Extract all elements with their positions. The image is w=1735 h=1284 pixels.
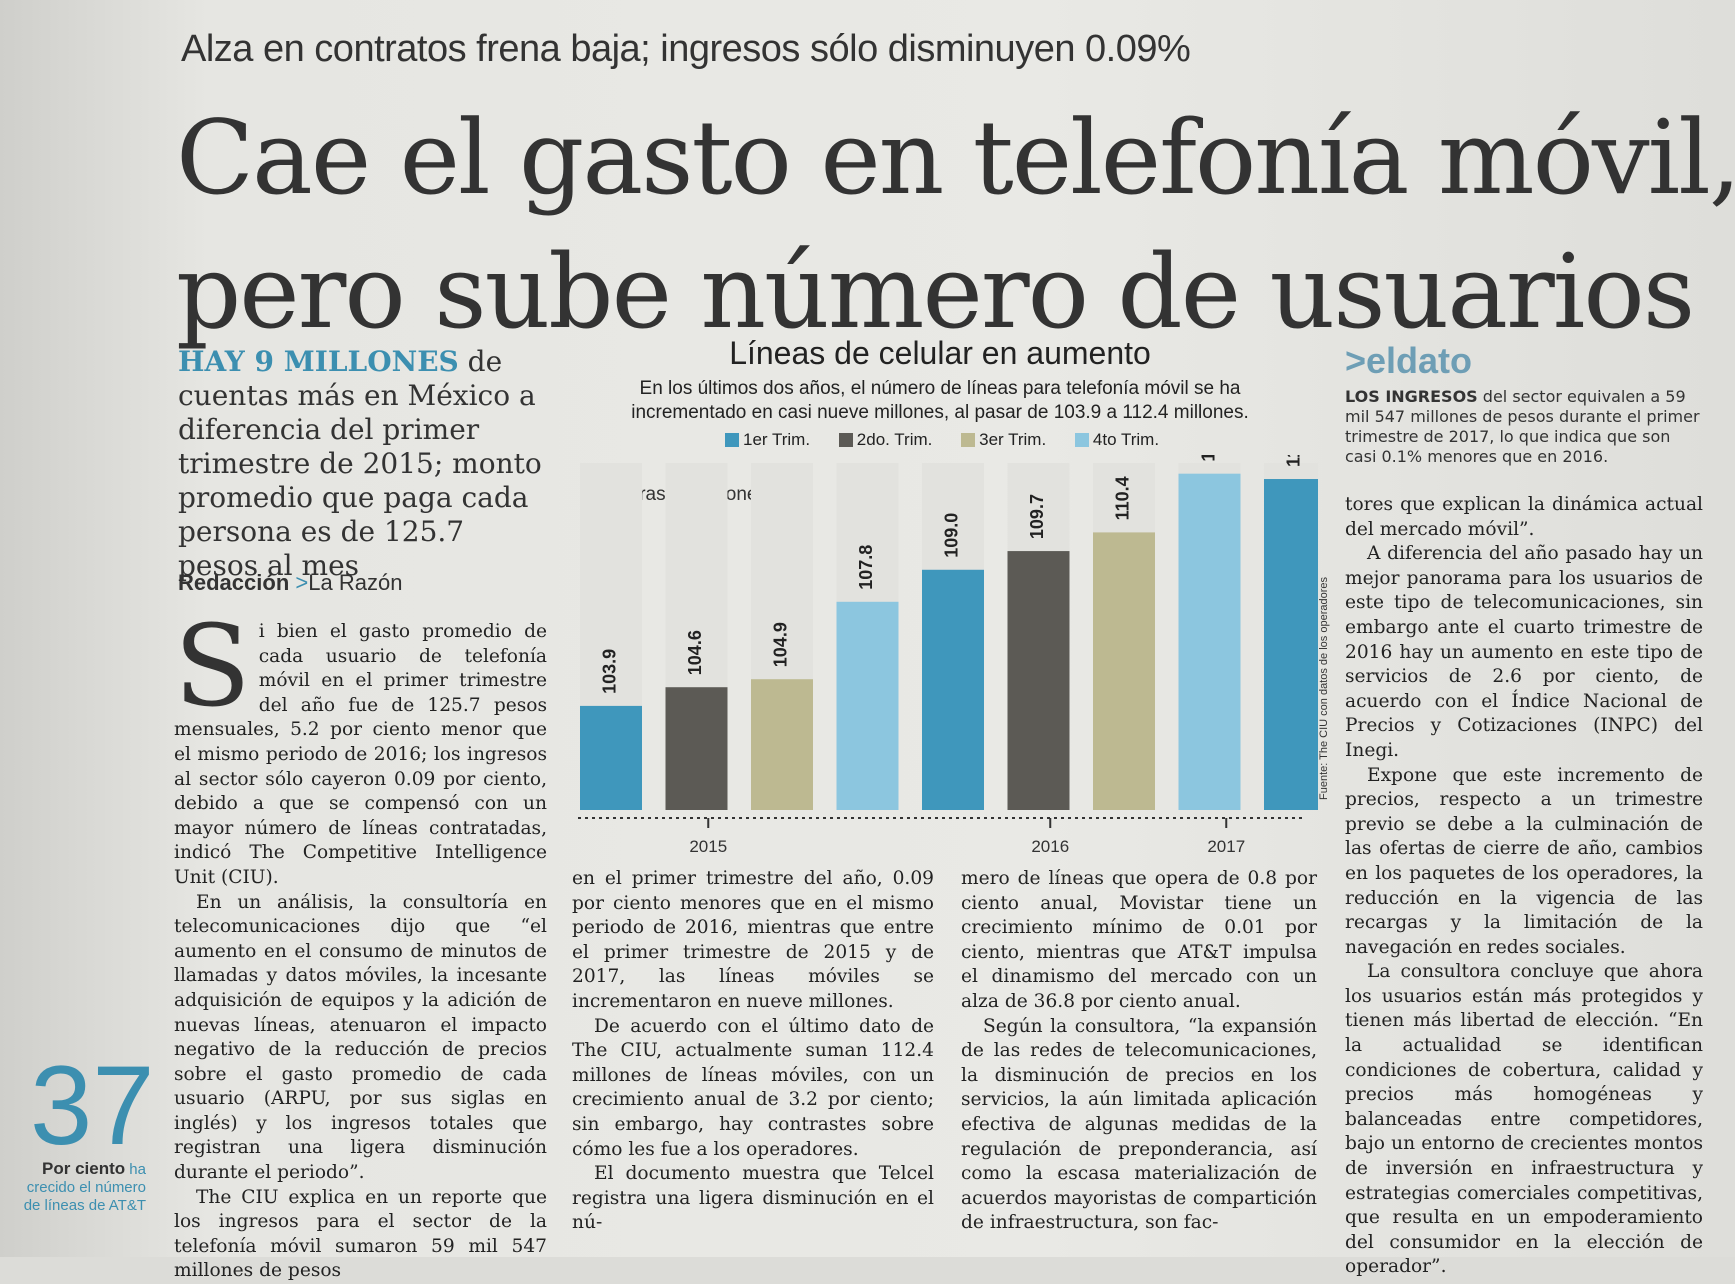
bar-chart: Cifras en millones103.9104.6104.9107.810…	[578, 455, 1318, 855]
bar	[1178, 473, 1241, 810]
bar-value-label: 112.4	[1284, 455, 1304, 467]
bar-value-label: 109.0	[942, 513, 962, 558]
legend-item: 3er Trim.	[961, 430, 1046, 450]
drop-cap: S	[174, 602, 251, 732]
chart-source: Fuente: The CIU con datos de los operado…	[1318, 577, 1330, 800]
byline-separator: >	[295, 570, 309, 595]
byline: Redacción >La Razón	[178, 570, 402, 596]
eldato-text: LOS INGRESOS del sector equivalen a 59 m…	[1345, 387, 1700, 466]
bar-value-label: 104.6	[685, 630, 705, 675]
dek: HAY 9 MILLONES de cuentas más en México …	[178, 345, 550, 583]
chart-title: Líneas de celular en aumento	[729, 335, 1151, 371]
bar	[751, 679, 813, 810]
eldato-heading: >eldato	[1345, 340, 1473, 381]
stat-caption: Por ciento ha crecido el número de línea…	[6, 1160, 146, 1215]
paragraph: tores que explican la dinámica actual de…	[1345, 494, 1703, 540]
legend-item: 4to Trim.	[1074, 430, 1159, 450]
byline-author: Redacción	[178, 570, 290, 595]
paragraph: A diferencia del año pasado hay un mejor…	[1345, 543, 1703, 761]
headline: Cae el gasto en telefonía móvil, pero su…	[176, 92, 1735, 360]
bar	[1264, 479, 1318, 810]
year-label: 2015	[689, 837, 727, 855]
legend-item: 2do. Trim.	[838, 430, 932, 450]
bar	[665, 687, 728, 810]
paragraph: The CIU explica en un reporte que los in…	[174, 1186, 547, 1282]
paragraph: Según la consultora, “la expansión de la…	[961, 1015, 1317, 1234]
bar	[1007, 551, 1070, 810]
paragraph: mero de líneas que opera de 0.8 por cien…	[961, 868, 1317, 1012]
paragraph: El documento muestra que Telcel registra…	[572, 1163, 934, 1234]
chart-subtitle: En los últimos dos años, el número de lí…	[631, 378, 1249, 423]
byline-outlet: La Razón	[308, 570, 403, 595]
bar-value-label: 109.7	[1027, 494, 1047, 539]
article-column-2: en el primer trimestre del año, 0.09 por…	[572, 867, 934, 1236]
stat-caption-bold: Por ciento	[42, 1159, 126, 1178]
bar-value-label: 107.8	[856, 545, 876, 590]
year-label: 2017	[1207, 837, 1245, 855]
bar-value-label: 110.4	[1113, 476, 1133, 520]
kicker: Alza en contratos frena baja; ingresos s…	[181, 28, 1191, 70]
article-column-3: mero de líneas que opera de 0.8 por cien…	[961, 867, 1317, 1236]
bar	[836, 601, 899, 810]
article-column-4: tores que explican la dinámica actual de…	[1345, 493, 1703, 1280]
chart-legend: 1er Trim. 2do. Trim. 3er Trim. 4to Trim.	[725, 430, 1183, 450]
bar-value-label: 103.9	[600, 649, 620, 694]
stat-caption-text: ha crecido el número de líneas de AT&T	[23, 1161, 146, 1214]
legend-swatch-2	[838, 433, 853, 447]
headline-line-2: pero sube número de usuarios	[176, 233, 1695, 352]
year-label: 2016	[1031, 837, 1069, 855]
eldato-bold: LOS INGRESOS	[1345, 387, 1478, 406]
dek-highlight: HAY 9 MILLONES	[178, 345, 459, 378]
legend-swatch-1	[725, 433, 739, 447]
bar	[580, 705, 642, 810]
stat-number: 37	[30, 1043, 155, 1168]
legend-swatch-3	[961, 433, 976, 447]
bar	[1093, 532, 1155, 810]
paragraph: Expone que este incremento de precios, r…	[1345, 764, 1703, 958]
bar-value-label: 112.6	[1198, 455, 1218, 462]
legend-item: 1er Trim.	[725, 430, 810, 450]
paragraph: En un análisis, la consultoría en teleco…	[174, 891, 547, 1184]
dek-text: de cuentas más en México a diferencia de…	[178, 345, 542, 582]
paragraph: La consultora concluye que ahora los usu…	[1345, 961, 1703, 1278]
bar-value-label: 104.9	[771, 622, 791, 667]
paragraph: en el primer trimestre del año, 0.09 por…	[572, 868, 934, 1012]
paragraph: De acuerdo con el último dato de The CIU…	[572, 1015, 934, 1160]
legend-swatch-4	[1074, 433, 1089, 447]
bar	[922, 569, 984, 810]
headline-line-1: Cae el gasto en telefonía móvil,	[176, 99, 1735, 218]
